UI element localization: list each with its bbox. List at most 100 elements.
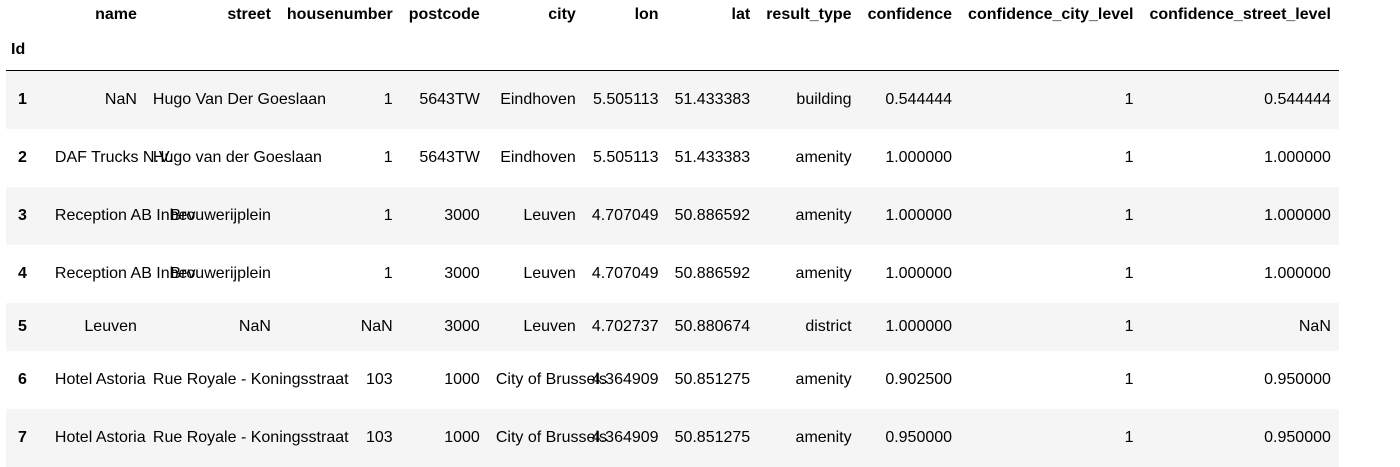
dataframe-table: name street housenumber postcode city lo… bbox=[6, 0, 1339, 467]
cell-street-text: Hugo van der Goeslaan bbox=[153, 148, 271, 168]
cell-lat: 50.886592 bbox=[667, 187, 759, 245]
cell-name: Hotel Astoria bbox=[47, 351, 145, 409]
cell-postcode: 5643TW bbox=[401, 129, 488, 187]
cell-confidence: 1.000000 bbox=[860, 187, 960, 245]
cell-lat: 50.851275 bbox=[667, 409, 759, 467]
cell-city: Leuven bbox=[488, 303, 584, 351]
cell-name: NaN bbox=[47, 71, 145, 129]
cell-confidence-city-level: 1 bbox=[960, 303, 1141, 351]
cell-name: Leuven bbox=[47, 303, 145, 351]
cell-result-type: amenity bbox=[758, 245, 859, 303]
cell-name: Reception AB Inbev bbox=[47, 187, 145, 245]
table-row: 1 NaN Hugo Van Der Goeslaan 1 5643TW Ein… bbox=[6, 71, 1339, 129]
cell-name-text: Hotel Astoria bbox=[55, 370, 137, 390]
cell-confidence-city-level: 1 bbox=[960, 187, 1141, 245]
cell-confidence: 0.950000 bbox=[860, 409, 960, 467]
row-index: 2 bbox=[6, 129, 47, 187]
cell-postcode: 1000 bbox=[401, 351, 488, 409]
cell-lon: 5.505113 bbox=[584, 71, 667, 129]
cell-city: Leuven bbox=[488, 187, 584, 245]
cell-lon: 4.707049 bbox=[584, 187, 667, 245]
cell-postcode: 1000 bbox=[401, 409, 488, 467]
row-index: 1 bbox=[6, 71, 47, 129]
cell-lat: 50.880674 bbox=[667, 303, 759, 351]
cell-city: Leuven bbox=[488, 245, 584, 303]
index-row-blank bbox=[758, 30, 859, 71]
cell-result-type: amenity bbox=[758, 129, 859, 187]
cell-street: Rue Royale - Koningsstraat bbox=[145, 409, 279, 467]
index-row-blank bbox=[860, 30, 960, 71]
cell-city: Eindhoven bbox=[488, 129, 584, 187]
cell-street-text: Hugo Van Der Goeslaan bbox=[153, 90, 271, 110]
table-row: 6 Hotel Astoria Rue Royale - Koningsstra… bbox=[6, 351, 1339, 409]
cell-lon: 4.702737 bbox=[584, 303, 667, 351]
row-index: 6 bbox=[6, 351, 47, 409]
table-row: 7 Hotel Astoria Rue Royale - Koningsstra… bbox=[6, 409, 1339, 467]
cell-postcode: 3000 bbox=[401, 303, 488, 351]
cell-lon: 4.364909 bbox=[584, 409, 667, 467]
cell-lon: 4.707049 bbox=[584, 245, 667, 303]
cell-result-type: building bbox=[758, 71, 859, 129]
cell-confidence-street-level: 0.544444 bbox=[1141, 71, 1338, 129]
cell-street: Hugo van der Goeslaan bbox=[145, 129, 279, 187]
cell-confidence-city-level: 1 bbox=[960, 129, 1141, 187]
index-row-blank bbox=[145, 30, 279, 71]
cell-confidence-city-level: 1 bbox=[960, 351, 1141, 409]
cell-confidence-street-level: 1.000000 bbox=[1141, 129, 1338, 187]
cell-city: City of Brussels bbox=[488, 409, 584, 467]
cell-street: Hugo Van Der Goeslaan bbox=[145, 71, 279, 129]
table-body: 1 NaN Hugo Van Der Goeslaan 1 5643TW Ein… bbox=[6, 71, 1339, 467]
cell-name-text: DAF Trucks N.V. bbox=[55, 148, 137, 168]
cell-city-text: City of Brussels bbox=[496, 428, 576, 448]
cell-street: NaN bbox=[145, 303, 279, 351]
index-name: Id bbox=[6, 30, 47, 71]
column-header-confidence-city-level: confidence_city_level bbox=[960, 0, 1141, 30]
column-header-result-type: result_type bbox=[758, 0, 859, 30]
row-index: 5 bbox=[6, 303, 47, 351]
cell-confidence: 1.000000 bbox=[860, 245, 960, 303]
column-header-street: street bbox=[145, 0, 279, 30]
cell-confidence-street-level: 1.000000 bbox=[1141, 187, 1338, 245]
table-row: 4 Reception AB Inbev Brouwerijplein 1 30… bbox=[6, 245, 1339, 303]
table-header: name street housenumber postcode city lo… bbox=[6, 0, 1339, 71]
cell-confidence-city-level: 1 bbox=[960, 409, 1141, 467]
cell-street-text: Rue Royale - Koningsstraat bbox=[153, 370, 271, 390]
cell-lat: 50.886592 bbox=[667, 245, 759, 303]
cell-confidence-street-level: 0.950000 bbox=[1141, 409, 1338, 467]
cell-housenumber: NaN bbox=[279, 303, 401, 351]
table-row: 2 DAF Trucks N.V. Hugo van der Goeslaan … bbox=[6, 129, 1339, 187]
index-row-blank bbox=[401, 30, 488, 71]
cell-lat: 51.433383 bbox=[667, 129, 759, 187]
table-row: 3 Reception AB Inbev Brouwerijplein 1 30… bbox=[6, 187, 1339, 245]
cell-confidence-city-level: 1 bbox=[960, 245, 1141, 303]
cell-city-text: City of Brussels bbox=[496, 370, 576, 390]
column-header-housenumber: housenumber bbox=[279, 0, 401, 30]
index-name-row: Id bbox=[6, 30, 1339, 71]
cell-street-text: Rue Royale - Koningsstraat bbox=[153, 428, 271, 448]
index-row-blank bbox=[47, 30, 145, 71]
cell-name-text: Hotel Astoria bbox=[55, 428, 137, 448]
row-index: 3 bbox=[6, 187, 47, 245]
cell-confidence-street-level: 1.000000 bbox=[1141, 245, 1338, 303]
column-header-confidence: confidence bbox=[860, 0, 960, 30]
cell-name: DAF Trucks N.V. bbox=[47, 129, 145, 187]
index-row-blank bbox=[667, 30, 759, 71]
cell-postcode: 3000 bbox=[401, 245, 488, 303]
cell-confidence: 1.000000 bbox=[860, 303, 960, 351]
cell-result-type: amenity bbox=[758, 351, 859, 409]
cell-lat: 51.433383 bbox=[667, 71, 759, 129]
cell-result-type: amenity bbox=[758, 187, 859, 245]
cell-confidence-street-level: 0.950000 bbox=[1141, 351, 1338, 409]
cell-result-type: district bbox=[758, 303, 859, 351]
cell-postcode: 3000 bbox=[401, 187, 488, 245]
column-header-lon: lon bbox=[584, 0, 667, 30]
cell-housenumber: 1 bbox=[279, 245, 401, 303]
header-corner bbox=[6, 0, 47, 30]
cell-postcode: 5643TW bbox=[401, 71, 488, 129]
index-row-blank bbox=[488, 30, 584, 71]
index-row-blank bbox=[584, 30, 667, 71]
cell-street: Rue Royale - Koningsstraat bbox=[145, 351, 279, 409]
cell-name-text: Reception AB Inbev bbox=[55, 206, 137, 226]
cell-lon: 5.505113 bbox=[584, 129, 667, 187]
index-row-blank bbox=[279, 30, 401, 71]
